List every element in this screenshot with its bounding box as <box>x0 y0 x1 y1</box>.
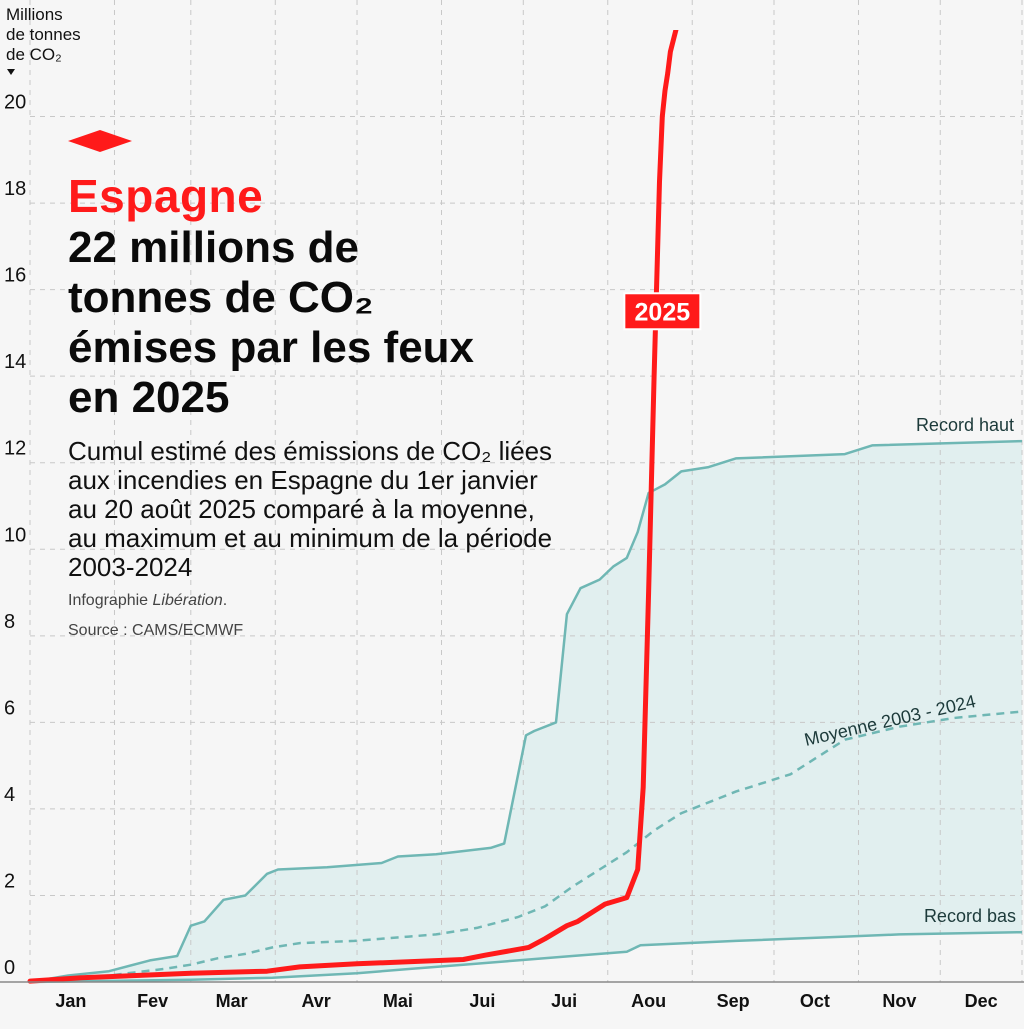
y-axis-arrow-icon <box>7 69 15 75</box>
x-tick-label: Sep <box>717 991 750 1011</box>
y-tick-label: 6 <box>4 697 15 719</box>
x-tick-label: Aou <box>631 991 666 1011</box>
x-tick-label: Dec <box>965 991 998 1011</box>
y-tick-label: 10 <box>4 524 26 546</box>
label-2025-badge <box>623 292 702 331</box>
red-diamond-icon <box>68 130 132 152</box>
x-tick-label: Mar <box>216 991 248 1011</box>
title-block: Espagne 22 millions de tonnes de CO₂ émi… <box>68 130 568 642</box>
credit-prefix: Infographie <box>68 592 153 609</box>
x-tick-label: Mai <box>383 991 413 1011</box>
headline: 22 millions de tonnes de CO₂ émises par … <box>68 223 475 422</box>
y-tick-label: 14 <box>4 351 26 373</box>
y-tick-label: 2 <box>4 870 15 892</box>
label-record-haut: Record haut <box>916 415 1014 435</box>
y-tick-label: 12 <box>4 438 26 460</box>
series-record-haut <box>29 439 1023 984</box>
x-tick-label: Jan <box>55 991 86 1011</box>
x-tick-label: Jui <box>469 991 495 1011</box>
subtitle: Cumul estimé des émissions de CO₂ liées … <box>68 436 553 582</box>
series-2025 <box>27 30 679 984</box>
series-moyenne <box>29 710 1023 984</box>
y-tick-label: 18 <box>4 178 26 200</box>
credit-line: Infographie Libération. <box>68 590 568 612</box>
y-axis-title-line: Millions <box>6 5 63 24</box>
x-tick-label: Oct <box>800 991 830 1011</box>
y-axis-title-line: de tonnes <box>6 25 81 44</box>
credit-org: Libération <box>152 592 223 609</box>
y-tick-label: 16 <box>4 265 26 287</box>
label-record-bas: Record bas <box>924 906 1016 926</box>
x-tick-label: Jui <box>551 991 577 1011</box>
range-band <box>30 441 1022 983</box>
x-tick-label: Avr <box>301 991 330 1011</box>
credit-suffix: . <box>222 592 228 609</box>
country-title: Espagne <box>68 170 264 222</box>
x-tick-label: Nov <box>882 991 916 1011</box>
source-line: Source : CAMS/ECMWF <box>68 622 244 639</box>
y-axis-title-line: de CO₂ <box>6 45 62 64</box>
y-tick-label: 8 <box>4 611 15 633</box>
x-tick-label: Fev <box>137 991 168 1011</box>
label-2025: 2025 <box>635 298 691 326</box>
y-tick-label: 20 <box>4 92 26 114</box>
y-tick-label: 4 <box>4 784 15 806</box>
series-record-bas <box>29 930 1023 984</box>
y-tick-label: 0 <box>4 957 15 979</box>
